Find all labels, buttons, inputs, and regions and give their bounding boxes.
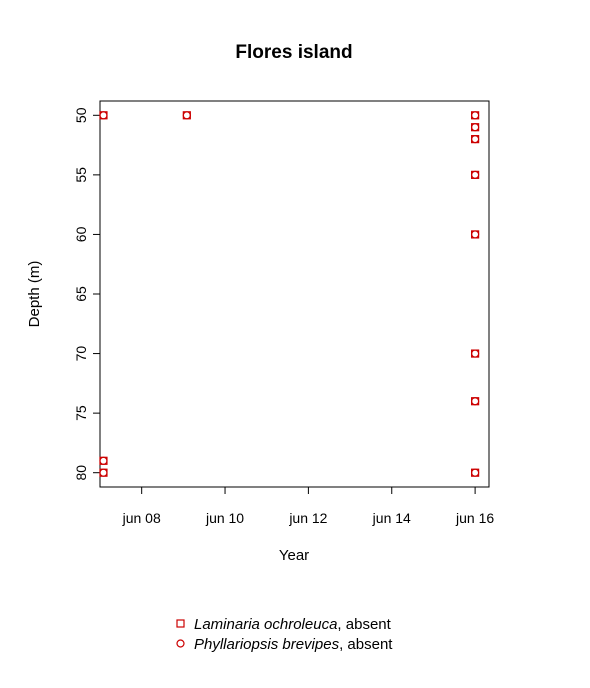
legend-entry: Phyllariopsis brevipes, absent: [194, 636, 393, 653]
x-axis: jun 08 jun 10 jun 12 jun 14 jun 16: [122, 486, 494, 526]
y-tick-label: 55: [73, 167, 89, 183]
y-tick-label: 50: [73, 107, 89, 123]
x-tick-label: jun 08: [122, 510, 161, 526]
y-tick-label: 80: [73, 465, 89, 481]
y-axis: 50 55 60 65 70 75 80: [73, 107, 101, 481]
point-circle: [471, 170, 480, 179]
legend-species: Phyllariopsis brevipes: [194, 636, 340, 653]
point-circle: [471, 111, 480, 120]
x-tick-label: jun 10: [205, 510, 244, 526]
y-tick-label: 70: [73, 346, 89, 362]
legend-species: Laminaria ochroleuca: [194, 616, 337, 633]
legend-status: , absent: [337, 616, 391, 633]
chart-title: Flores island: [235, 42, 352, 63]
y-tick-label: 60: [73, 226, 89, 242]
y-tick-label: 75: [73, 405, 89, 421]
point-circle: [99, 456, 108, 465]
point-circle: [471, 230, 480, 239]
x-tick-label: jun 16: [455, 510, 494, 526]
x-tick-label: jun 12: [288, 510, 327, 526]
legend-status: , absent: [339, 636, 393, 653]
legend-entry: Laminaria ochroleuca, absent: [194, 616, 392, 633]
data-points: [99, 111, 480, 477]
y-tick-label: 65: [73, 286, 89, 302]
point-circle: [99, 111, 108, 120]
y-axis-label: Depth (m): [26, 261, 43, 328]
point-circle: [182, 111, 191, 120]
point-circle: [471, 397, 480, 406]
x-tick-label: jun 14: [372, 510, 411, 526]
point-circle: [99, 468, 108, 477]
point-circle: [471, 135, 480, 144]
legend-circle-icon: [176, 639, 185, 648]
plot-area: [99, 100, 490, 488]
legend: Laminaria ochroleuca, absentPhyllariopsi…: [176, 616, 393, 653]
point-circle: [471, 123, 480, 132]
legend-square-icon: [176, 619, 185, 628]
point-circle: [471, 468, 480, 477]
x-axis-label: Year: [279, 547, 309, 564]
point-circle: [471, 349, 480, 358]
